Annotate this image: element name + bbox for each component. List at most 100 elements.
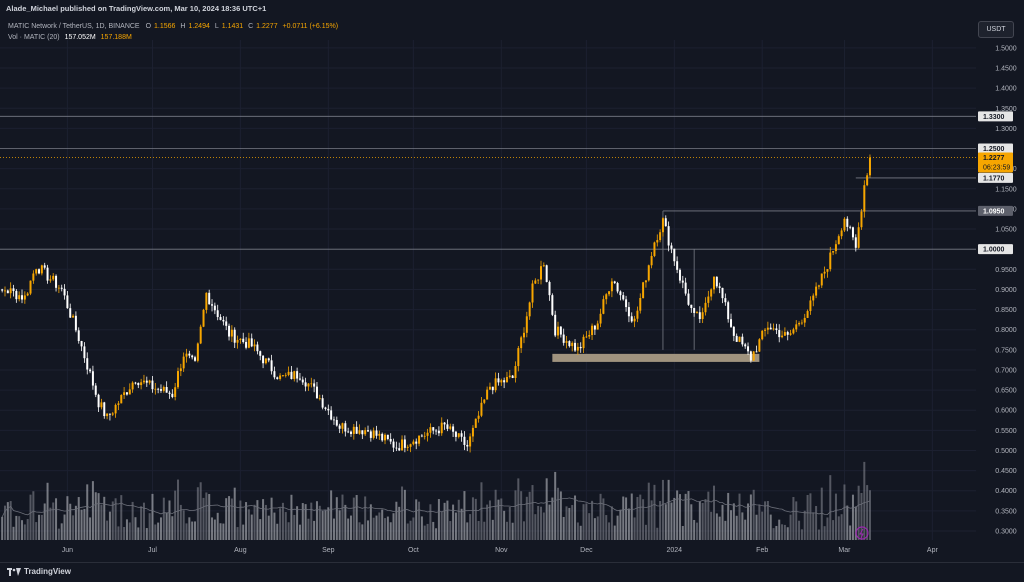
candle-body [423, 435, 426, 437]
candle-body [503, 380, 506, 383]
volume-bar [128, 522, 131, 540]
volume-bar [437, 499, 440, 540]
candle-body [52, 275, 55, 280]
candle-body [35, 269, 38, 274]
volume-bar [80, 509, 83, 540]
candle-body [798, 323, 801, 325]
price-chart[interactable]: 1.50001.45001.40001.35001.30001.20001.15… [0, 0, 1024, 562]
volume-bar [63, 514, 66, 540]
volume-bar [38, 514, 41, 540]
volume-bar [211, 517, 214, 540]
volume-bar [131, 501, 134, 540]
volume-bar [26, 519, 29, 540]
currency-button[interactable]: USDT [978, 21, 1014, 38]
volume-bar [525, 496, 528, 540]
candle-body [591, 325, 594, 335]
candle-body [398, 448, 401, 451]
candle-body [304, 382, 307, 387]
candle-body [151, 380, 154, 390]
tradingview-logo[interactable]: TradingView [7, 567, 71, 576]
volume-bar [242, 524, 245, 540]
candle-body [401, 439, 404, 451]
candle-body [128, 389, 131, 395]
volume-legend[interactable]: Vol · MATIC (20) 157.052M 157.188M [8, 34, 132, 41]
volume-bar [213, 519, 216, 540]
candle-body [125, 392, 128, 395]
candle-body [123, 392, 126, 396]
candle-body [208, 292, 211, 305]
volume-bar [764, 501, 767, 540]
candle-body [179, 368, 182, 372]
candle-body [520, 337, 523, 349]
volume-bar [772, 528, 775, 540]
candle-body [769, 327, 772, 330]
symbol-name[interactable]: MATIC Network / TetherUS, 1D, BINANCE [8, 23, 140, 30]
candle-body [781, 335, 784, 338]
candle-body [576, 346, 579, 351]
candle-body [284, 374, 287, 376]
candle-body [23, 295, 26, 300]
candle-body [100, 402, 103, 408]
volume-bar [653, 484, 656, 540]
volume-bar [358, 522, 361, 540]
candle-body [6, 290, 9, 294]
volume-bar [747, 503, 750, 540]
volume-bar [562, 516, 565, 540]
volume-bar [117, 526, 120, 540]
volume-bar [381, 509, 384, 540]
volume-bar [542, 512, 545, 540]
price-tag [978, 143, 1013, 154]
volume-bar [574, 495, 577, 540]
candle-body [301, 379, 304, 383]
candle-body [698, 312, 701, 320]
candle-body [338, 425, 341, 429]
volume-bar [321, 511, 324, 540]
candle-body [219, 317, 222, 320]
volume-bar [837, 516, 840, 540]
volume-bar [593, 518, 596, 540]
price-tick-label: 1.3500 [995, 106, 1017, 113]
volume-bar [205, 492, 208, 540]
candle-body [744, 344, 747, 347]
candle-body [789, 333, 792, 335]
volume-bar [568, 507, 571, 540]
volume-bar [809, 493, 812, 540]
candle-body [693, 308, 696, 313]
candle-body [21, 295, 24, 300]
candle-body [315, 386, 318, 399]
volume-bar [69, 503, 72, 540]
volume-bar [693, 519, 696, 540]
change-value: +0.0711 (+6.15%) [282, 23, 339, 30]
volume-bar [466, 522, 469, 540]
replay-icon[interactable] [855, 526, 869, 540]
volume-bar [352, 497, 355, 540]
volume-bar [616, 515, 619, 540]
volume-bar [72, 515, 75, 540]
price-tick-label: 1.5000 [995, 45, 1017, 52]
volume-bar [196, 487, 199, 540]
volume-bar [185, 523, 188, 540]
volume-bar [735, 515, 738, 540]
volume-bar [483, 521, 486, 540]
price-tag-label: 1.2277 [983, 155, 1005, 162]
candle-body [571, 342, 574, 347]
candle-body [681, 280, 684, 283]
price-tick-label: 0.8000 [995, 327, 1017, 334]
volume-label[interactable]: Vol · MATIC (20) [8, 34, 60, 41]
volume-ma-line [1, 497, 871, 517]
candle-body [196, 343, 199, 361]
candle-body [678, 269, 681, 281]
candle-body [281, 375, 284, 376]
candle-body [752, 351, 755, 361]
candle-body [279, 375, 282, 379]
volume-bar [673, 497, 676, 540]
time-tick-label: Oct [408, 547, 419, 554]
volume-bar [386, 516, 389, 540]
volume-bar [480, 482, 483, 540]
candle-body [713, 276, 715, 290]
volume-bar [622, 496, 625, 540]
price-tag [978, 152, 1013, 173]
candle-body [449, 426, 452, 429]
candle-body [327, 408, 330, 411]
